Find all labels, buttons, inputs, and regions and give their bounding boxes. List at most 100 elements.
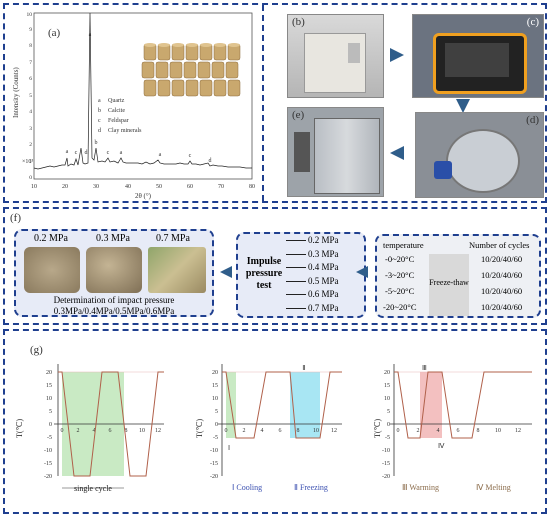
pressure-item: 0.4 MPa bbox=[286, 262, 366, 276]
pressure-value: 0.5 MPa bbox=[308, 275, 339, 286]
x-tick: 2 bbox=[77, 428, 80, 434]
melting-label: Ⅳ Melting bbox=[476, 483, 511, 492]
y-tick: 20 bbox=[212, 370, 218, 376]
panel-g-label: (g) bbox=[30, 344, 43, 356]
temperature-curve bbox=[58, 371, 164, 477]
top-section bbox=[3, 3, 547, 203]
xrd-x-tick: 60 bbox=[187, 184, 193, 190]
temp-row: -5~20°C bbox=[385, 286, 415, 296]
peak-label: d bbox=[209, 158, 212, 164]
xrd-chart: (a) Intensity (Counts) ×10³ 0 1 2 3 4 5 … bbox=[12, 12, 255, 200]
pressure-label-2: 0.7 MPa bbox=[156, 233, 190, 244]
panel-b-label: (b) bbox=[292, 16, 305, 28]
legend-name: Clay minerals bbox=[108, 128, 142, 134]
temp-row: -20~20°C bbox=[383, 302, 417, 312]
impulse-title-2: pressure bbox=[245, 268, 283, 279]
sample-image-2 bbox=[148, 247, 206, 293]
x-tick: 0 bbox=[225, 428, 228, 434]
y-tick: 15 bbox=[212, 383, 218, 389]
impact-caption-1: Determination of impact pressure bbox=[53, 295, 175, 305]
xrd-spectrum-line bbox=[33, 12, 252, 170]
xrd-x-tick: 50 bbox=[156, 184, 162, 190]
y-tick: -15 bbox=[44, 461, 52, 467]
x-tick: 12 bbox=[155, 428, 161, 434]
xrd-y-tick: 5 bbox=[29, 93, 32, 99]
peak-label: a bbox=[66, 149, 69, 155]
temperature-curve bbox=[222, 371, 342, 439]
pressure-value: 0.6 MPa bbox=[308, 289, 339, 299]
xrd-y-multiplier: ×10³ bbox=[22, 159, 33, 165]
oven-body bbox=[304, 33, 366, 93]
temp-row: -0~20°C bbox=[385, 254, 415, 264]
roman-1-label: Ⅰ bbox=[228, 444, 230, 452]
pressure-list: 0.2 MPa 0.3 MPa 0.4 MPa 0.5 MPa 0.6 MPa … bbox=[286, 235, 366, 316]
freeze-thaw-table: temperature Number of cycles Freeze-thaw… bbox=[375, 234, 541, 318]
impulse-title-3: test bbox=[256, 280, 272, 291]
cycles-header: Number of cycles bbox=[469, 240, 530, 250]
x-tick: 0 bbox=[61, 428, 64, 434]
arrow-right-icon bbox=[286, 267, 306, 269]
y-tick: -20 bbox=[44, 474, 52, 480]
xrd-x-tick: 80 bbox=[249, 184, 255, 190]
x-tick: 2 bbox=[417, 428, 420, 434]
arrow-down-icon bbox=[456, 99, 470, 113]
y-tick: 20 bbox=[46, 370, 52, 376]
x-tick: 10 bbox=[313, 428, 319, 434]
pressure-item: 0.5 MPa bbox=[286, 276, 366, 290]
x-tick: 12 bbox=[331, 428, 337, 434]
y-tick: -15 bbox=[382, 461, 390, 467]
panel-a-label: (a) bbox=[48, 27, 61, 39]
middle-section bbox=[3, 207, 547, 325]
y-tick: 5 bbox=[215, 409, 218, 415]
temperature-cycle-chart-1: T(℃) 20 15 10 5 0 -5 -10 -15 -20 0 2 4 6… bbox=[15, 364, 164, 493]
x-tick: 8 bbox=[125, 428, 128, 434]
y-tick: -10 bbox=[382, 448, 390, 454]
y-tick: 10 bbox=[384, 396, 390, 402]
xrd-x-tick: 10 bbox=[31, 184, 37, 190]
sample-image-1 bbox=[86, 247, 142, 293]
cycles-row: 10/20/40/60 bbox=[481, 302, 523, 312]
pressure-label-1: 0.3 MPa bbox=[96, 233, 130, 244]
panel-f-label: (f) bbox=[10, 212, 21, 224]
oven-panel bbox=[348, 43, 360, 63]
peak-label: a bbox=[159, 152, 162, 158]
cycles-row: 10/20/40/60 bbox=[481, 286, 523, 296]
pressure-value: 0.4 MPa bbox=[308, 262, 339, 272]
arrow-left-icon bbox=[220, 266, 232, 278]
chamber-body bbox=[314, 118, 380, 194]
legend-key: d bbox=[98, 128, 101, 134]
impact-caption-2: 0.3MPa/0.4MPa/0.5MPa/0.6MPa bbox=[53, 306, 175, 316]
single-cycle-label: single cycle bbox=[74, 484, 112, 493]
t-axis-label: T(℃) bbox=[15, 418, 24, 438]
roman-2-label: Ⅱ bbox=[302, 364, 305, 372]
xrd-y-tick: 10 bbox=[27, 12, 33, 18]
y-tick: -5 bbox=[385, 435, 390, 441]
peak-label: c bbox=[75, 150, 78, 156]
xrd-x-tick: 70 bbox=[218, 184, 224, 190]
arrow-left-icon bbox=[356, 266, 368, 278]
peak-label: d bbox=[85, 150, 88, 156]
cycles-row: 10/20/40/60 bbox=[481, 270, 523, 280]
pressure-value: 0.2 MPa bbox=[308, 235, 339, 245]
xrd-y-tick: 7 bbox=[29, 60, 32, 66]
x-tick: 10 bbox=[495, 428, 501, 434]
y-tick: -20 bbox=[382, 474, 390, 480]
chamber-control bbox=[294, 132, 310, 172]
warming-label: Ⅲ Warming bbox=[402, 483, 439, 492]
bottom-section bbox=[3, 329, 547, 514]
saturation-vessel-photo: (d) bbox=[415, 112, 544, 198]
arrow-right-icon bbox=[390, 48, 404, 62]
xrd-y-tick: 1 bbox=[29, 159, 32, 165]
freezing-label: Ⅱ Freezing bbox=[294, 483, 328, 492]
arrow-right-icon bbox=[286, 280, 306, 282]
pressure-item: 0.6 MPa bbox=[286, 289, 366, 303]
arrow-right-icon bbox=[286, 294, 306, 296]
xrd-x-tick: 30 bbox=[93, 184, 99, 190]
arrow-right-icon bbox=[286, 240, 306, 242]
legend-key: a bbox=[98, 98, 101, 104]
core-samples-image bbox=[138, 38, 248, 108]
legend-name: Quartz bbox=[108, 98, 125, 104]
xrd-y-tick: 6 bbox=[29, 76, 32, 82]
arrow-right-icon bbox=[286, 307, 306, 309]
vacuum-device-photo: (c) bbox=[412, 14, 544, 98]
